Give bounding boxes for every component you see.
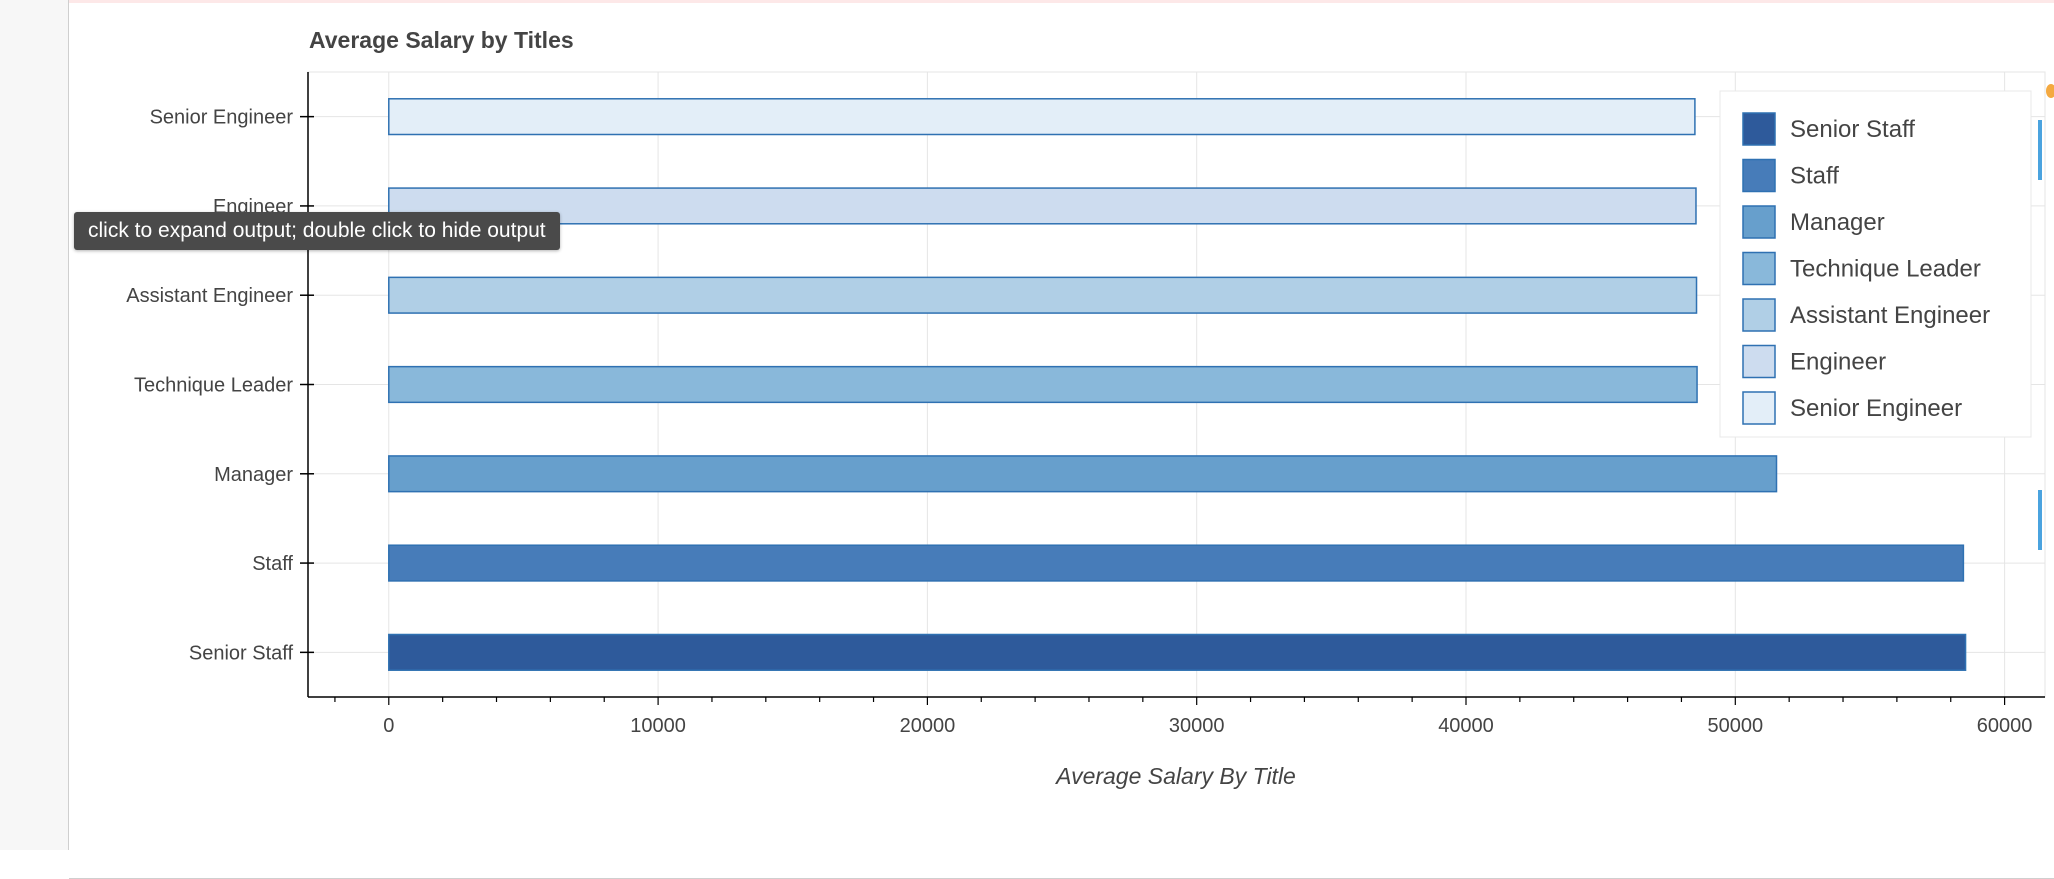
x-axis-label: Average Salary By Title [1054, 763, 1296, 789]
y-tick-label-4: Manager [214, 464, 293, 486]
cell-top-strip [69, 0, 2054, 3]
legend-label-3: Technique Leader [1790, 256, 1981, 283]
legend-swatch-6 [1742, 391, 1776, 425]
expand-output-tooltip: click to expand output; double click to … [74, 212, 560, 250]
bar-5 [388, 544, 1965, 582]
scroll-accent-bottom [2038, 490, 2042, 550]
x-tick-label-3: 30000 [1169, 715, 1225, 737]
legend-swatch-5 [1742, 344, 1776, 379]
legend-label-5: Engineer [1790, 349, 1886, 376]
legend-swatch-0 [1742, 112, 1776, 146]
y-tick-label-6: Senior Staff [189, 642, 294, 664]
x-tick-label-5: 50000 [1707, 715, 1763, 737]
x-tick-label-4: 40000 [1438, 715, 1494, 737]
legend-label-2: Manager [1790, 209, 1885, 236]
chart-title: Average Salary by Titles [309, 27, 574, 53]
status-dot [2046, 84, 2054, 98]
x-tick-label-6: 60000 [1977, 715, 2033, 737]
legend: Senior Staff Staff Manager Technique Leader… [1719, 90, 2032, 438]
legend-swatch-3 [1742, 251, 1776, 286]
legend-label-0: Senior Staff [1790, 116, 1915, 143]
output-area[interactable]: Average Salary by Titles Senior Engineer… [69, 3, 2054, 878]
legend-swatch-1 [1742, 158, 1776, 193]
x-tick-label-0: 0 [383, 715, 394, 737]
bar-0 [388, 98, 1696, 136]
legend-swatch-4 [1742, 298, 1776, 332]
x-tick-label-1: 10000 [630, 715, 686, 737]
legend-label-6: Senior Engineer [1790, 395, 1962, 422]
bar-2 [388, 276, 1698, 314]
y-tick-label-5: Staff [252, 553, 293, 575]
bar-1 [388, 187, 1697, 225]
bar-chart: Average Salary by Titles Senior Engineer… [126, 27, 2046, 789]
x-tick-label-2: 20000 [900, 715, 956, 737]
legend-label-4: Assistant Engineer [1790, 302, 1990, 329]
bar-4 [388, 455, 1778, 493]
cell-prompt-gutter[interactable] [0, 0, 69, 850]
scroll-accent-top [2038, 120, 2042, 180]
legend-label-1: Staff [1790, 163, 1839, 190]
bar-3 [388, 365, 1698, 404]
legend-swatch-2 [1742, 205, 1776, 239]
y-tick-label-3: Technique Leader [134, 375, 293, 397]
y-tick-label-0: Senior Engineer [150, 107, 294, 129]
y-tick-label-2: Assistant Engineer [126, 285, 293, 307]
bar-6 [388, 633, 1967, 671]
axes: Senior Engineer Engineer Assistant Enginee… [126, 72, 2045, 737]
bars [388, 98, 1967, 671]
